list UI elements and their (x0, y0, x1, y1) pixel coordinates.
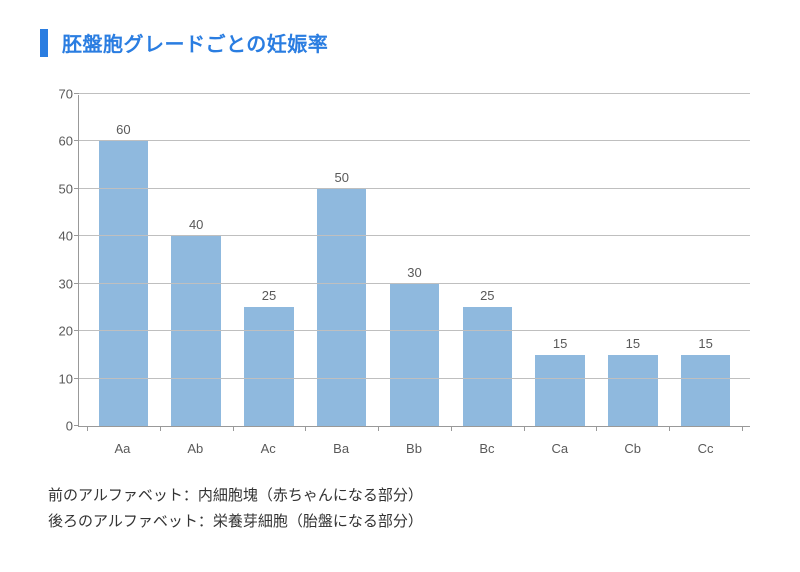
footnote-line: 前のアルファベット：内細胞塊（赤ちゃんになる部分） (48, 483, 760, 509)
chart-x-tick (233, 426, 234, 431)
chart-y-tick (74, 93, 79, 94)
chart-gridline (79, 330, 750, 331)
chart-x-tick (87, 426, 88, 431)
chart-bar-slot: 50 (305, 95, 378, 426)
chart-y-label: 30 (47, 276, 73, 291)
footnotes: 前のアルファベット：内細胞塊（赤ちゃんになる部分） 後ろのアルファベット：栄養芽… (40, 483, 760, 534)
chart-plot-area: 604025503025151515 010203040506070 (78, 95, 750, 427)
chart-bar-value-label: 25 (480, 288, 494, 303)
chart-bar (99, 141, 148, 426)
chart-y-tick (74, 140, 79, 141)
chart-y-tick (74, 235, 79, 236)
footnote-line: 後ろのアルファベット：栄養芽細胞（胎盤になる部分） (48, 509, 760, 535)
chart-gridline (79, 283, 750, 284)
bar-chart: 60 40 25 50 30 25 15 15 15 0 10 20 30 40 50 60 70 AaAbA… (40, 85, 760, 465)
chart-bar-value-label: 25 (262, 288, 276, 303)
chart-x-tick (160, 426, 161, 431)
chart-bar-slot: 15 (524, 95, 597, 426)
chart-bar (317, 189, 366, 426)
chart-y-label: 70 (47, 87, 73, 102)
chart-bar (535, 355, 584, 426)
chart-y-label: 10 (47, 371, 73, 386)
chart-bar-slot: 25 (451, 95, 524, 426)
chart-bar (681, 355, 730, 426)
chart-bar-slot: 40 (160, 95, 233, 426)
chart-gridline (79, 93, 750, 94)
title-accent-bar (40, 29, 48, 57)
chart-bar-slot: 30 (378, 95, 451, 426)
chart-x-label: Aa (86, 433, 159, 465)
chart-bar-value-label: 15 (698, 336, 712, 351)
chart-x-tick (669, 426, 670, 431)
chart-bar-slot: 60 (87, 95, 160, 426)
chart-gridline (79, 235, 750, 236)
chart-bar-value-label: 40 (189, 217, 203, 232)
chart-bar (244, 307, 293, 426)
chart-bar-value-label: 15 (553, 336, 567, 351)
chart-y-tick (74, 188, 79, 189)
chart-bar-value-label: 50 (335, 170, 349, 185)
page-title: 胚盤胞グレードごとの妊娠率 (62, 28, 328, 57)
chart-bar-slot: 15 (669, 95, 742, 426)
chart-x-tick (451, 426, 452, 431)
chart-x-label: Ca (523, 433, 596, 465)
chart-gridline (79, 140, 750, 141)
chart-y-label: 20 (47, 324, 73, 339)
page-root: 胚盤胞グレードごとの妊娠率 60 40 25 50 30 25 15 15 15 0 10 20 30… (0, 0, 800, 554)
chart-x-tick (524, 426, 525, 431)
chart-x-label: Bc (450, 433, 523, 465)
chart-y-label: 60 (47, 134, 73, 149)
chart-x-label: Bb (378, 433, 451, 465)
chart-x-label: Cc (669, 433, 742, 465)
chart-bar-value-label: 30 (407, 265, 421, 280)
chart-y-tick (74, 378, 79, 379)
chart-y-tick (74, 283, 79, 284)
chart-y-label: 40 (47, 229, 73, 244)
chart-x-tick (742, 426, 743, 431)
chart-x-label: Ba (305, 433, 378, 465)
chart-gridline (79, 188, 750, 189)
chart-x-tick (305, 426, 306, 431)
chart-x-label: Ac (232, 433, 305, 465)
chart-x-tick (378, 426, 379, 431)
chart-x-label: Cb (596, 433, 669, 465)
chart-gridline (79, 378, 750, 379)
chart-y-tick (74, 425, 79, 426)
chart-bar (608, 355, 657, 426)
chart-bar-slot: 25 (233, 95, 306, 426)
chart-x-labels: AaAbAcBaBbBcCaCbCc (78, 433, 750, 465)
chart-bar-slot: 15 (596, 95, 669, 426)
chart-y-label: 50 (47, 181, 73, 196)
chart-x-tick (596, 426, 597, 431)
chart-bar (463, 307, 512, 426)
title-row: 胚盤胞グレードごとの妊娠率 (40, 28, 760, 57)
chart-bar-value-label: 60 (116, 122, 130, 137)
chart-y-tick (74, 330, 79, 331)
chart-y-label: 0 (47, 419, 73, 434)
chart-bar (390, 284, 439, 426)
chart-bar-value-label: 15 (626, 336, 640, 351)
chart-bars-container: 60 40 25 50 30 25 15 15 15 (79, 95, 750, 426)
chart-x-label: Ab (159, 433, 232, 465)
